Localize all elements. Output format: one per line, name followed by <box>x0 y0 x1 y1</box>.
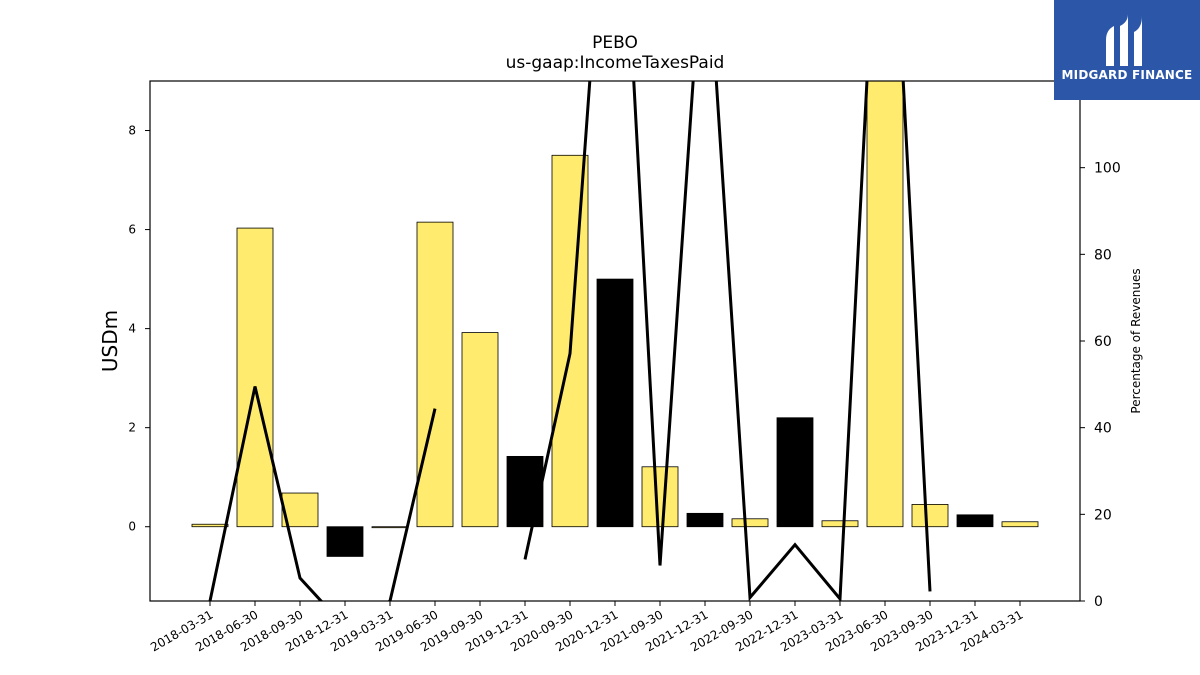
bar-2019-03-31 <box>371 526 409 529</box>
bar-2023-03-31 <box>821 520 859 528</box>
bar-2021-09-30 <box>641 466 679 528</box>
bar-2022-12-31 <box>776 417 814 528</box>
bar-2019-12-31 <box>506 455 544 528</box>
bar-2018-06-30 <box>236 227 274 528</box>
bar-2018-12-31 <box>326 526 364 557</box>
y-tick-label: 4 <box>128 322 136 336</box>
y2-tick-label: 40 <box>1094 421 1112 437</box>
bar-2022-09-30 <box>731 518 769 528</box>
bar-2019-06-30 <box>416 221 454 528</box>
y2-tick-label: 80 <box>1094 247 1112 263</box>
brand-logo: MIDGARD FINANCE <box>1054 0 1200 100</box>
y2-tick-label: 20 <box>1094 507 1112 523</box>
y2-axis-label: Percentage of Revenues <box>1129 268 1143 413</box>
chart-subtitle: us-gaap:IncomeTaxesPaid <box>506 53 725 73</box>
y-tick-label: 8 <box>128 124 136 138</box>
y2-tick-label: 60 <box>1094 334 1112 350</box>
bar-2023-06-30 <box>866 81 904 528</box>
series-line-segment-1 <box>523 81 932 601</box>
x-axis: 2018-03-312018-06-302018-09-302018-12-31… <box>148 601 1026 654</box>
bar-2019-09-30 <box>461 332 499 528</box>
right-axis: 0 20 40 60 80 100 <box>1080 161 1121 610</box>
line-group <box>208 81 932 601</box>
bar-2023-12-31 <box>956 514 994 528</box>
series-line-segment-0 <box>208 386 437 601</box>
y-tick-label: 0 <box>128 520 136 534</box>
bar-2020-12-31 <box>596 278 634 528</box>
logo-text: MIDGARD FINANCE <box>1061 68 1193 82</box>
bar-2023-09-30 <box>911 504 949 528</box>
bar-2018-03-31 <box>191 523 229 528</box>
logo-mark-icon <box>1106 14 1142 66</box>
left-axis: 0 2 4 6 8 <box>128 124 150 534</box>
bars-group <box>191 81 1039 557</box>
y-tick-label: 6 <box>128 223 136 237</box>
bar-2024-03-31 <box>1001 521 1039 528</box>
bar-2021-12-31 <box>686 512 724 528</box>
y2-tick-label: 100 <box>1094 161 1121 177</box>
y-tick-label: 2 <box>128 421 136 435</box>
y2-tick-label: 0 <box>1094 594 1103 610</box>
y-axis-label: USDm <box>98 310 122 372</box>
chart-title: PEBO <box>592 33 638 53</box>
